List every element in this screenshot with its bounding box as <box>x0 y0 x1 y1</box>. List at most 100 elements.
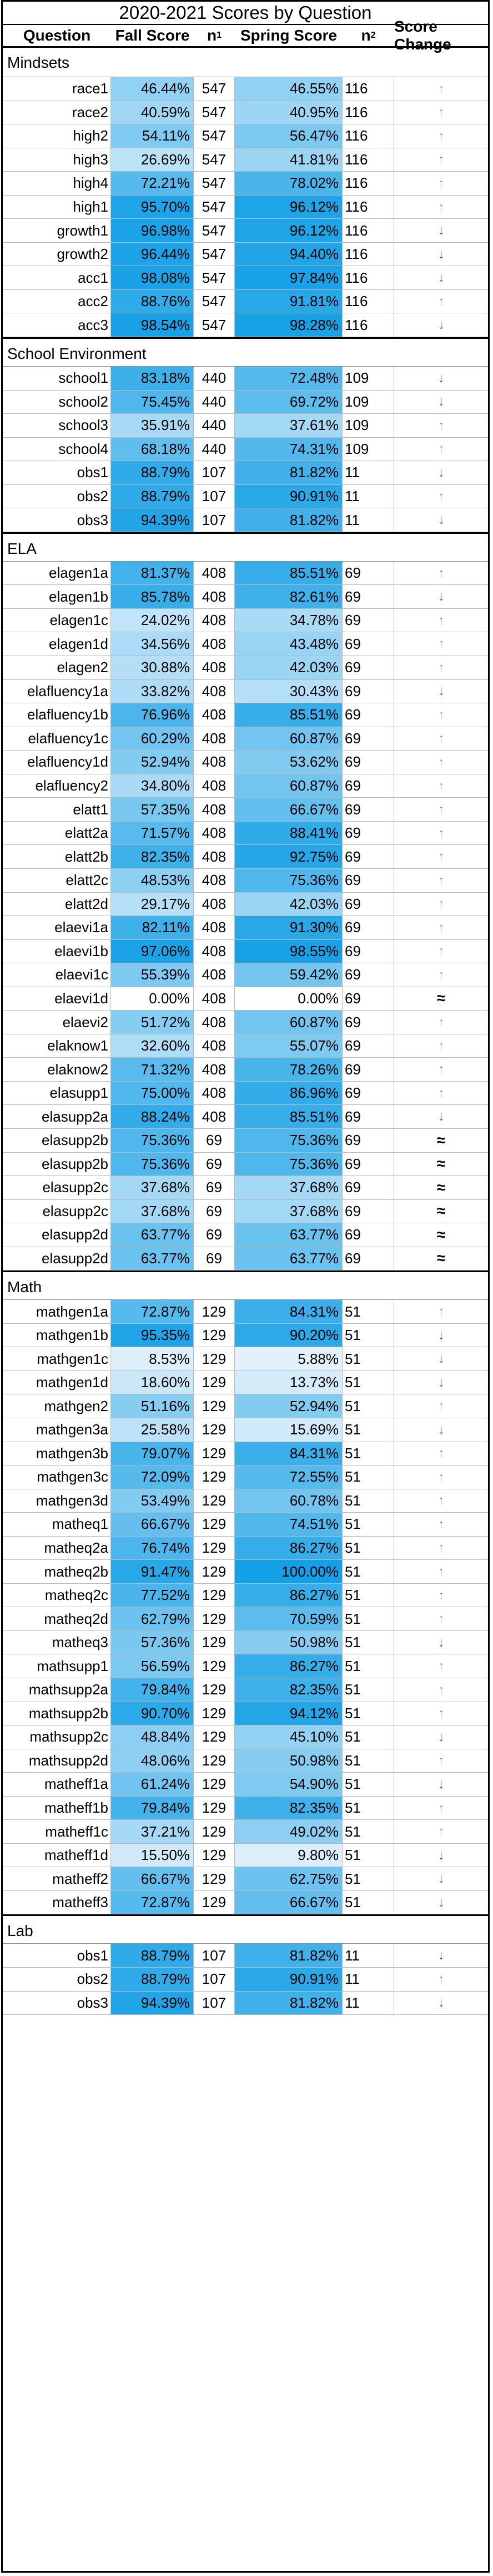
fall-score-cell: 57.35% <box>111 798 194 822</box>
n2-cell: 51 <box>343 1843 394 1868</box>
n2-cell: 51 <box>343 1654 394 1678</box>
table-row: elagen1a 81.37% 408 85.51% 69 ↑ <box>3 561 488 586</box>
spring-score-cell: 5.88% <box>235 1347 343 1371</box>
fall-score-cell: 34.56% <box>111 632 194 657</box>
score-change-cell: ↑ <box>394 1797 488 1820</box>
arrow-down-icon: ↓ <box>437 1422 445 1437</box>
question-cell: matheff3 <box>3 1890 111 1915</box>
n1-cell: 547 <box>194 266 235 290</box>
table-row: race2 40.59% 547 40.95% 116 ↑ <box>3 101 488 125</box>
question-cell: mathgen2 <box>3 1394 111 1418</box>
score-change-cell: ↑ <box>394 963 488 987</box>
n1-cell: 129 <box>194 1394 235 1418</box>
score-change-cell: ↑ <box>394 1513 488 1537</box>
table-row: matheq2b 91.47% 129 100.00% 51 ↑ <box>3 1560 488 1584</box>
header-n1-sub: 1 <box>217 31 222 40</box>
spring-score-cell: 82.35% <box>235 1678 343 1702</box>
score-change-cell: ↑ <box>394 101 488 125</box>
n1-cell: 408 <box>194 845 235 869</box>
fall-score-cell: 72.09% <box>111 1465 194 1489</box>
question-cell: elasupp2b <box>3 1128 111 1153</box>
n2-cell: 51 <box>343 1820 394 1844</box>
fall-score-cell: 63.77% <box>111 1247 194 1271</box>
fall-score-cell: 88.79% <box>111 1944 194 1968</box>
fall-score-cell: 94.39% <box>111 508 194 532</box>
arrow-down-icon: ↓ <box>437 1634 445 1650</box>
spring-score-cell: 55.07% <box>235 1034 343 1058</box>
n1-cell: 107 <box>194 1991 235 2015</box>
n1-cell: 440 <box>194 414 235 438</box>
arrow-up-icon: ↑ <box>438 1972 444 1986</box>
score-change-cell: ↓ <box>394 367 488 391</box>
spring-score-cell: 81.82% <box>235 508 343 532</box>
n2-cell: 51 <box>343 1489 394 1513</box>
fall-score-cell: 96.98% <box>111 219 194 243</box>
table-row: matheq2c 77.52% 129 86.27% 51 ↑ <box>3 1583 488 1608</box>
score-change-cell: ↓ <box>394 508 488 532</box>
score-change-cell: ↑ <box>394 1034 488 1058</box>
n2-cell: 51 <box>343 1630 394 1655</box>
spring-score-cell: 37.68% <box>235 1199 343 1224</box>
n1-cell: 69 <box>194 1199 235 1224</box>
table-row: mathsupp1 56.59% 129 86.27% 51 ↑ <box>3 1654 488 1678</box>
fall-score-cell: 48.06% <box>111 1749 194 1773</box>
spring-score-cell: 75.36% <box>235 1128 343 1153</box>
score-change-cell: ↓ <box>394 1418 488 1442</box>
score-change-cell: ↑ <box>394 1820 488 1844</box>
arrow-up-icon: ↑ <box>438 967 444 982</box>
spring-score-cell: 37.61% <box>235 414 343 438</box>
n2-cell: 51 <box>343 1370 394 1395</box>
n2-cell: 51 <box>343 1418 394 1442</box>
arrow-up-icon: ↑ <box>438 637 444 651</box>
n2-cell: 116 <box>343 289 394 314</box>
n2-cell: 69 <box>343 868 394 893</box>
n2-cell: 69 <box>343 1128 394 1153</box>
score-change-cell: ≈ <box>394 1223 488 1247</box>
table-row: high1 95.70% 547 96.12% 116 ↑ <box>3 195 488 219</box>
score-change-cell: ↑ <box>394 77 488 101</box>
arrow-up-icon: ↑ <box>438 128 444 143</box>
fall-score-cell: 48.84% <box>111 1725 194 1749</box>
arrow-up-icon: ↑ <box>438 1304 444 1319</box>
fall-score-cell: 76.74% <box>111 1536 194 1560</box>
n2-cell: 69 <box>343 798 394 822</box>
n1-cell: 129 <box>194 1370 235 1395</box>
table-row: elaknow2 71.32% 408 78.26% 69 ↑ <box>3 1058 488 1082</box>
spring-score-cell: 96.12% <box>235 219 343 243</box>
spring-score-cell: 66.67% <box>235 798 343 822</box>
n1-cell: 408 <box>194 1081 235 1106</box>
table-row: acc2 88.76% 547 91.81% 116 ↑ <box>3 289 488 314</box>
score-change-cell: ↑ <box>394 148 488 172</box>
n1-cell: 408 <box>194 916 235 940</box>
fall-score-cell: 24.02% <box>111 608 194 633</box>
score-change-cell: ↑ <box>394 798 488 822</box>
arrow-down-icon: ↓ <box>437 512 445 528</box>
table-row: matheff1d 15.50% 129 9.80% 51 ↓ <box>3 1843 488 1868</box>
fall-score-cell: 75.36% <box>111 1152 194 1177</box>
fall-score-cell: 77.52% <box>111 1583 194 1608</box>
approx-equal-icon: ≈ <box>436 1202 446 1220</box>
fall-score-cell: 75.45% <box>111 390 194 414</box>
score-change-cell: ↓ <box>394 1773 488 1797</box>
spring-score-cell: 40.95% <box>235 101 343 125</box>
arrow-down-icon: ↓ <box>437 1847 445 1863</box>
score-change-cell: ↓ <box>394 243 488 267</box>
n2-cell: 51 <box>343 1560 394 1584</box>
table-row: obs3 94.39% 107 81.82% 11 ↓ <box>3 508 488 532</box>
n1-cell: 107 <box>194 1968 235 1992</box>
arrow-up-icon: ↑ <box>438 1824 444 1839</box>
table-row: elatt2b 82.35% 408 92.75% 69 ↑ <box>3 845 488 869</box>
table-row: elaevi2 51.72% 408 60.87% 69 ↑ <box>3 1011 488 1034</box>
table-row: elaknow1 32.60% 408 55.07% 69 ↑ <box>3 1034 488 1058</box>
question-cell: elatt2a <box>3 821 111 846</box>
spring-score-cell: 45.10% <box>235 1725 343 1749</box>
spring-score-cell: 42.03% <box>235 892 343 917</box>
n1-cell: 408 <box>194 656 235 680</box>
score-change-cell: ↑ <box>394 1058 488 1082</box>
fall-score-cell: 76.96% <box>111 703 194 727</box>
arrow-up-icon: ↑ <box>438 1062 444 1077</box>
fall-score-cell: 72.87% <box>111 1300 194 1324</box>
spring-score-cell: 86.27% <box>235 1583 343 1608</box>
fall-score-cell: 75.36% <box>111 1128 194 1153</box>
